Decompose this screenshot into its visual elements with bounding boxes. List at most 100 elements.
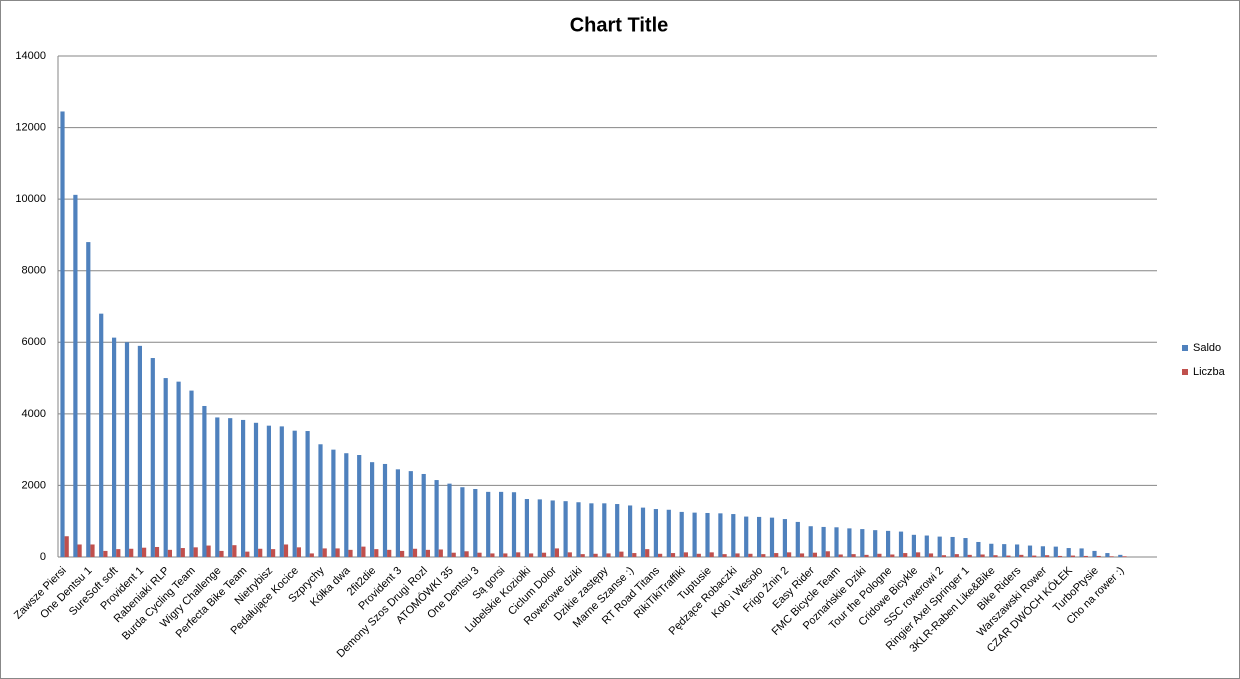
bar bbox=[860, 529, 865, 557]
bar bbox=[279, 426, 284, 557]
bar bbox=[808, 526, 813, 557]
bar bbox=[219, 550, 224, 557]
bar bbox=[1002, 544, 1007, 557]
bar bbox=[1057, 555, 1063, 557]
bar bbox=[670, 553, 676, 557]
bar bbox=[873, 530, 878, 557]
bar bbox=[64, 536, 69, 557]
bar bbox=[305, 431, 310, 557]
bar bbox=[387, 549, 392, 557]
y-tick-label: 10000 bbox=[15, 193, 46, 205]
y-tick-label: 6000 bbox=[22, 336, 46, 348]
bar bbox=[77, 544, 82, 557]
y-tick-label: 0 bbox=[40, 551, 46, 563]
bar bbox=[963, 538, 968, 557]
bar bbox=[916, 552, 921, 557]
bar bbox=[292, 430, 297, 557]
bar bbox=[331, 449, 336, 557]
bar bbox=[438, 549, 443, 557]
bar bbox=[189, 390, 194, 557]
bar bbox=[524, 499, 529, 557]
bar bbox=[619, 551, 624, 557]
bar bbox=[847, 528, 852, 557]
bar bbox=[1027, 545, 1033, 557]
bar bbox=[86, 242, 91, 558]
bar bbox=[124, 342, 130, 557]
bar bbox=[516, 552, 521, 557]
bar bbox=[253, 422, 259, 557]
bar bbox=[335, 548, 340, 557]
bar bbox=[163, 378, 168, 557]
bar bbox=[206, 545, 211, 557]
bar bbox=[799, 553, 805, 557]
legend-swatch bbox=[1182, 345, 1188, 351]
bar bbox=[541, 552, 547, 557]
bar bbox=[1070, 555, 1075, 557]
bar bbox=[1079, 548, 1084, 557]
bar bbox=[99, 313, 104, 557]
bar bbox=[180, 548, 185, 557]
bar bbox=[658, 553, 663, 557]
bar bbox=[1083, 555, 1088, 557]
bar bbox=[296, 547, 301, 557]
bar bbox=[666, 509, 671, 557]
bar bbox=[283, 544, 289, 557]
bar bbox=[976, 541, 981, 557]
bar bbox=[318, 444, 323, 557]
bar bbox=[632, 553, 637, 557]
bar bbox=[628, 505, 633, 557]
bar bbox=[1109, 556, 1114, 557]
bar bbox=[73, 194, 78, 557]
legend-swatch bbox=[1182, 369, 1188, 375]
bar bbox=[266, 425, 271, 557]
bar bbox=[90, 544, 95, 557]
bar bbox=[400, 550, 405, 557]
bar bbox=[821, 526, 826, 557]
bar bbox=[150, 358, 155, 557]
bar bbox=[757, 516, 762, 557]
bar bbox=[877, 553, 882, 557]
bar bbox=[890, 554, 895, 557]
bar bbox=[787, 552, 792, 557]
bar bbox=[580, 554, 585, 557]
bar bbox=[1032, 555, 1037, 557]
bar bbox=[1040, 546, 1045, 557]
bar bbox=[980, 554, 985, 557]
bar bbox=[1066, 548, 1071, 557]
bar bbox=[735, 553, 740, 557]
legend-label: Liczba bbox=[1193, 366, 1226, 378]
bar bbox=[834, 527, 839, 557]
bar bbox=[464, 551, 469, 557]
bar bbox=[357, 455, 362, 557]
bar bbox=[167, 549, 172, 557]
bar bbox=[924, 535, 929, 557]
bar bbox=[989, 543, 994, 557]
bar bbox=[116, 549, 121, 557]
y-tick-label: 12000 bbox=[15, 121, 46, 133]
bar bbox=[137, 345, 142, 557]
bar bbox=[1006, 555, 1011, 557]
bar bbox=[241, 419, 246, 557]
bar bbox=[412, 548, 418, 557]
bar bbox=[722, 554, 727, 557]
bar bbox=[602, 503, 607, 557]
bar bbox=[309, 553, 314, 557]
bar bbox=[898, 531, 904, 557]
bar bbox=[653, 509, 658, 557]
bar bbox=[344, 453, 349, 557]
bar bbox=[1019, 554, 1024, 557]
bar bbox=[1118, 554, 1123, 557]
bar bbox=[696, 553, 701, 557]
bar bbox=[645, 549, 650, 557]
bar bbox=[499, 491, 504, 557]
bar bbox=[731, 514, 736, 557]
bar bbox=[709, 552, 714, 557]
bar bbox=[864, 554, 869, 557]
bar bbox=[615, 504, 620, 557]
bar bbox=[451, 552, 456, 557]
bar bbox=[142, 547, 147, 557]
bar bbox=[202, 405, 207, 557]
bar bbox=[928, 553, 934, 557]
bar bbox=[103, 550, 108, 557]
